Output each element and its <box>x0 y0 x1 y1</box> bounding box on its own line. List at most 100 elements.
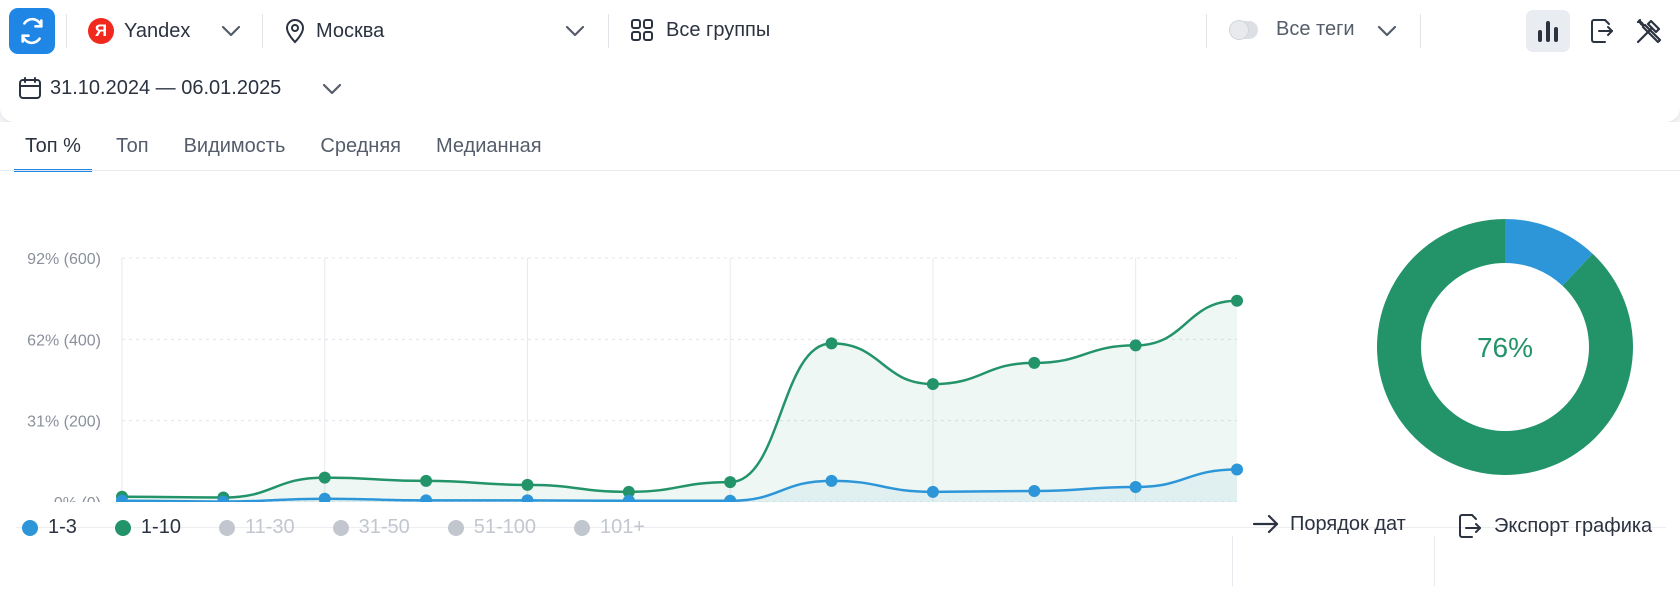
divider <box>262 14 263 48</box>
donut-slice-1-10 <box>1377 219 1633 475</box>
y-tick-label: 62% (400) <box>27 332 101 349</box>
date-order-button[interactable]: Порядок дат <box>1252 512 1406 536</box>
data-point-1-3 <box>622 494 635 502</box>
series-line-1-3 <box>121 468 1238 502</box>
engine-label: Yandex <box>124 19 191 42</box>
chart-view-button[interactable] <box>1526 10 1570 52</box>
donut-slice-1-3 <box>1505 219 1593 286</box>
divider <box>1206 14 1207 48</box>
date-range-label: 31.10.2024 — 06.01.2025 <box>50 76 282 99</box>
region-select[interactable]: Москва <box>284 18 384 44</box>
data-point-1-3 <box>318 492 331 502</box>
tab-visibility[interactable]: Видимость <box>183 135 286 157</box>
legend-item-11-30[interactable]: 11-30 <box>218 516 295 539</box>
data-point-1-3 <box>420 494 433 502</box>
legend-label: 1-10 <box>140 516 181 538</box>
divider <box>66 14 67 48</box>
tab-top[interactable]: Топ <box>115 135 149 157</box>
legend-dot <box>218 519 235 536</box>
data-point-1-3 <box>521 494 534 502</box>
export-icon <box>1459 514 1481 538</box>
tab-top-percent[interactable]: Топ % <box>14 134 92 174</box>
legend-item-31-50[interactable]: 31-50 <box>332 516 410 539</box>
line-chart: 92% (600)62% (400)31% (200)0% (0)31.10.2… <box>27 251 1243 502</box>
legend-dot <box>332 519 349 536</box>
metric-tabs: Топ % Топ Видимость Средняя Медианная <box>14 134 566 174</box>
legend-dot <box>574 519 591 536</box>
data-point-1-3 <box>1129 480 1142 493</box>
divider <box>608 14 609 48</box>
data-point-1-3 <box>116 494 128 502</box>
data-point-1-3 <box>724 494 737 502</box>
grid-icon <box>631 19 653 41</box>
data-point-1-3 <box>217 495 230 502</box>
data-point-1-3 <box>1231 463 1243 476</box>
legend-item-51-100[interactable]: 51-100 <box>447 516 537 539</box>
export-chart-button[interactable]: Экспорт графика <box>1456 512 1652 540</box>
location-pin-icon <box>285 19 305 44</box>
y-tick-label: 92% (600) <box>27 251 101 268</box>
filter-toolbar: Я Yandex Москва Все группы Все теги 31.1… <box>0 0 1680 122</box>
date-order-label: Порядок дат <box>1290 512 1406 535</box>
data-point-1-10 <box>825 337 838 350</box>
data-point-1-3 <box>825 474 838 487</box>
data-point-1-10 <box>521 478 534 491</box>
legend-label: 1-3 <box>48 516 77 538</box>
divider <box>1232 536 1233 586</box>
data-point-1-10 <box>318 471 331 484</box>
calendar-icon <box>19 77 41 99</box>
divider <box>16 527 1666 528</box>
divider <box>1420 14 1421 48</box>
data-point-1-3 <box>1028 485 1041 498</box>
legend-dot <box>114 519 131 536</box>
y-tick-label: 0% (0) <box>54 495 101 502</box>
data-point-1-10 <box>724 476 737 489</box>
tab-average[interactable]: Средняя <box>320 135 401 157</box>
chevron-down-icon[interactable] <box>1375 21 1399 41</box>
y-tick-label: 31% (200) <box>27 414 101 431</box>
divider <box>1434 536 1435 586</box>
data-point-1-10 <box>1129 339 1142 352</box>
tags-toggle[interactable] <box>1230 20 1258 39</box>
chevron-down-icon[interactable] <box>320 79 344 99</box>
refresh-button[interactable] <box>9 8 55 54</box>
legend-item-1-10[interactable]: 1-10 <box>114 516 181 539</box>
data-point-1-10 <box>622 485 635 498</box>
tags-label: Все теги <box>1276 18 1355 40</box>
donut-center-label: 76% <box>1477 332 1533 363</box>
date-range-picker[interactable]: 31.10.2024 — 06.01.2025 <box>18 76 281 100</box>
legend-label: 11-30 <box>244 516 295 538</box>
refresh-icon <box>21 17 43 45</box>
legend-dot <box>22 519 38 536</box>
data-point-1-10 <box>1028 356 1041 369</box>
data-point-1-10 <box>926 378 939 391</box>
groups-select[interactable]: Все группы <box>630 18 770 42</box>
series-area-1-10 <box>122 300 1237 502</box>
legend-label: 31-50 <box>358 516 410 538</box>
chevron-down-icon[interactable] <box>219 21 243 41</box>
engine-select[interactable]: Я Yandex <box>88 18 190 44</box>
arrow-right-icon <box>1252 514 1279 534</box>
tools-icon <box>1636 18 1662 44</box>
data-point-1-10 <box>420 474 433 487</box>
chart-card: Топ % Топ Видимость Средняя Медианная 92… <box>0 122 1680 600</box>
export-button[interactable] <box>1579 10 1623 52</box>
chart-legend: 1-3 1-10 11-30 31-50 51-100 101+ <box>22 516 683 539</box>
data-point-1-10 <box>1231 294 1243 307</box>
legend-label: 101+ <box>600 516 646 538</box>
region-label: Москва <box>316 19 385 42</box>
series-area-1-3 <box>122 469 1237 502</box>
export-icon <box>1591 19 1613 43</box>
settings-button[interactable] <box>1627 10 1671 52</box>
groups-label: Все группы <box>666 18 771 41</box>
legend-label: 51-100 <box>473 516 537 538</box>
tab-median[interactable]: Медианная <box>436 135 542 157</box>
chevron-down-icon[interactable] <box>563 21 587 41</box>
bar-chart-icon <box>1538 21 1558 42</box>
tags-select[interactable]: Все теги <box>1230 18 1355 41</box>
yandex-logo-icon: Я <box>88 18 114 44</box>
legend-item-1-3[interactable]: 1-3 <box>22 516 77 539</box>
legend-dot <box>447 519 464 536</box>
export-chart-label: Экспорт графика <box>1494 514 1653 537</box>
legend-item-101-plus[interactable]: 101+ <box>574 516 645 539</box>
